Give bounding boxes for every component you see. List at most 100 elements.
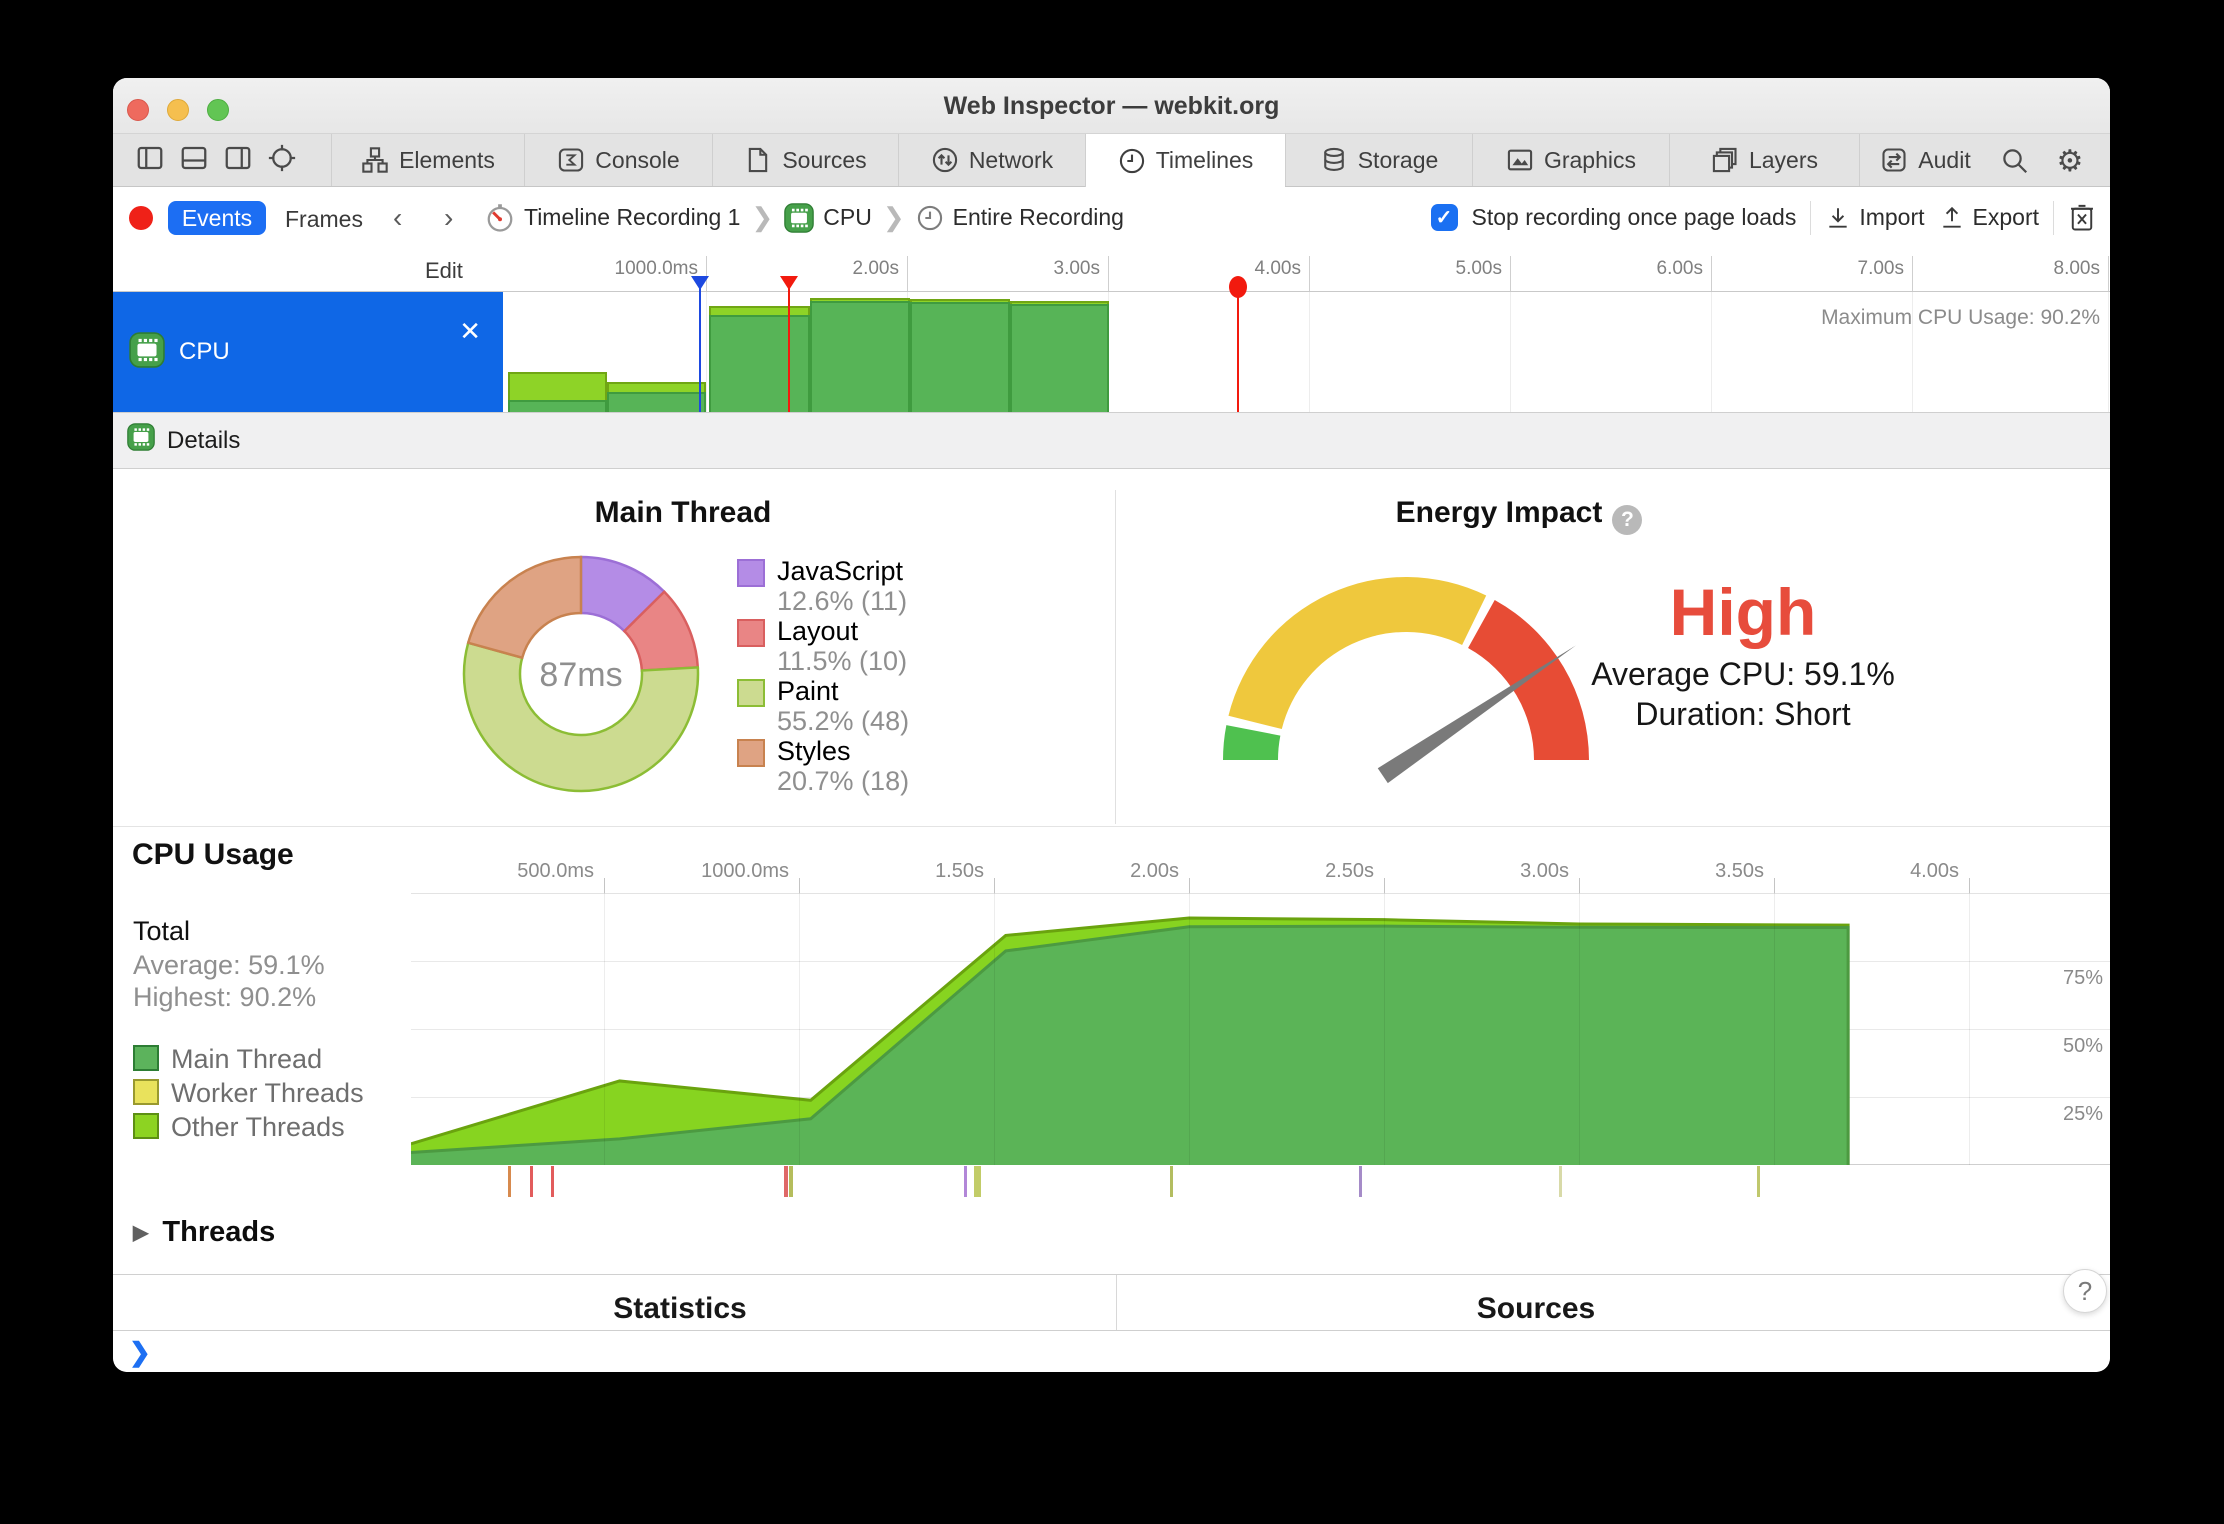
breadcrumb-item[interactable]: CPU [823,204,872,230]
clock-icon [916,204,944,232]
donut-slice-styles[interactable] [466,555,583,660]
cpu-total-label: Total [133,916,191,946]
ruler-label: 5.00s [1455,258,1502,279]
legend-value: 55.2% (48) [777,706,910,736]
settings-gear-icon[interactable]: ⚙ [2056,143,2084,179]
tab-timelines[interactable]: Timelines [1085,134,1285,187]
tab-label: Elements [399,146,495,173]
tab-console[interactable]: Console [524,134,712,186]
cpu-track-header-selected[interactable]: CPU ✕ [113,292,503,412]
event-marker-tick[interactable] [529,1166,533,1197]
legend-value: 12.6% (11) [777,586,908,616]
tab-storage[interactable]: Storage [1285,134,1472,186]
tab-label: Audit [1918,146,1971,173]
dock-bottom-icon[interactable] [179,143,209,178]
dock-left-icon[interactable] [135,143,165,178]
threads-disclosure-row[interactable]: ▶ Threads [133,1216,275,1249]
gridline [1774,893,1775,1165]
donut-center-value: 87ms [539,656,623,694]
legend-value: 20.7% (18) [777,766,910,796]
area-series-line-0 [411,916,1850,1165]
event-marker-tick[interactable] [973,1166,981,1197]
event-marker-tick[interactable] [1169,1166,1173,1197]
breadcrumb-separator-icon: ❯ [751,202,774,232]
event-marker-tick[interactable] [789,1166,794,1197]
forward-chevron-icon[interactable]: › [444,202,454,233]
tab-graphics[interactable]: Graphics [1472,134,1669,186]
gauge-segment-1 [1228,577,1487,730]
view-mode-events-button[interactable]: Events [168,201,266,235]
event-marker-tick[interactable] [1756,1166,1760,1197]
legend-swatch [737,739,765,767]
cpu-ruler-label: 3.00s [1520,860,1569,882]
tab-label: Graphics [1543,146,1637,173]
bottom-panel-divider [1116,1275,1117,1331]
view-mode-frames-button[interactable]: Frames [285,206,363,232]
cpu-ruler-tick [1384,878,1385,893]
event-marker-tick[interactable] [963,1166,967,1197]
main-thread-donut-chart[interactable] [461,554,701,794]
gridline [1384,893,1385,1165]
tab-label: Console [595,146,680,173]
energy-help-icon[interactable]: ? [1612,505,1643,535]
tab-elements[interactable]: Elements [331,134,524,186]
event-marker-tick[interactable] [550,1166,554,1197]
minimize-window-button[interactable] [167,99,189,121]
overview-bar-main-thread [606,392,706,412]
donut-slice-paint[interactable] [462,641,700,793]
overview-bar-other-threads [709,305,810,315]
cpu-usage-area-chart[interactable] [411,893,2110,1165]
edit-instruments-button[interactable]: Edit [425,258,463,283]
ruler-label: 3.00s [1053,258,1100,279]
threads-label: Threads [162,1216,276,1248]
marker-triangle-icon[interactable] [690,276,709,290]
cpu-usage-title: CPU Usage [132,838,294,871]
breadcrumb-item[interactable]: Entire Recording [952,204,1124,230]
web-inspector-window: Web Inspector — webkit.org Elements Conso… [113,78,2110,1372]
quick-console-bar[interactable]: ❯ [113,1330,2110,1372]
help-button[interactable]: ? [2063,1269,2107,1313]
ruler-label: 8.00s [2053,258,2100,279]
dock-right-icon[interactable] [223,143,253,178]
gridline [604,893,605,1165]
export-button[interactable]: Export [1939,204,2039,231]
overview-bar-main-thread [809,300,910,412]
breadcrumb-item[interactable]: Timeline Recording 1 [524,204,741,230]
search-icon[interactable] [1998,144,2032,178]
tab-sources[interactable]: Sources [712,134,898,186]
close-window-button[interactable] [127,99,149,121]
record-button[interactable] [129,206,153,230]
timeline-ruler[interactable]: Edit 1000.0ms 2.00s 3.00s 4.00s 5.00s 6.00s 7.… [113,248,2110,292]
import-button[interactable]: Import [1825,204,1925,231]
timeline-marker-line[interactable] [1237,292,1240,412]
event-marker-tick[interactable] [508,1166,512,1197]
disclosure-triangle-icon[interactable]: ▶ [133,1222,149,1244]
tab-network[interactable]: Network [898,134,1085,186]
tab-layers[interactable]: Layers [1669,134,1859,186]
close-track-icon[interactable]: ✕ [459,316,481,346]
ruler-tick [907,256,908,291]
legend-swatch [133,1045,159,1071]
legend-swatch [133,1113,159,1139]
panel-divider [1115,490,1116,824]
marker-triangle-icon[interactable] [780,276,798,290]
event-marker-tick[interactable] [1559,1166,1563,1197]
clear-timeline-trash-icon[interactable] [2068,203,2096,233]
legend-swatch [737,679,765,707]
timeline-event-strip[interactable] [411,1166,2110,1197]
legend-label: Other Threads [171,1112,345,1142]
legend-label: Layout [777,616,859,646]
event-marker-tick[interactable] [784,1166,789,1197]
stop-recording-checkbox[interactable]: ✓ [1430,204,1458,231]
timeline-marker-line[interactable] [698,284,701,412]
inspect-target-icon[interactable] [267,143,297,178]
marker-circle-icon[interactable] [1229,276,1248,298]
timeline-marker-line[interactable] [788,284,790,412]
event-marker-tick[interactable] [1359,1166,1363,1197]
cpu-details-icon [127,423,155,458]
back-chevron-icon[interactable]: ‹ [393,202,403,233]
zoom-window-button[interactable] [207,99,229,121]
gridline [1711,292,1712,412]
ruler-tick [1108,256,1109,291]
tab-audit[interactable]: Audit [1859,134,1991,186]
